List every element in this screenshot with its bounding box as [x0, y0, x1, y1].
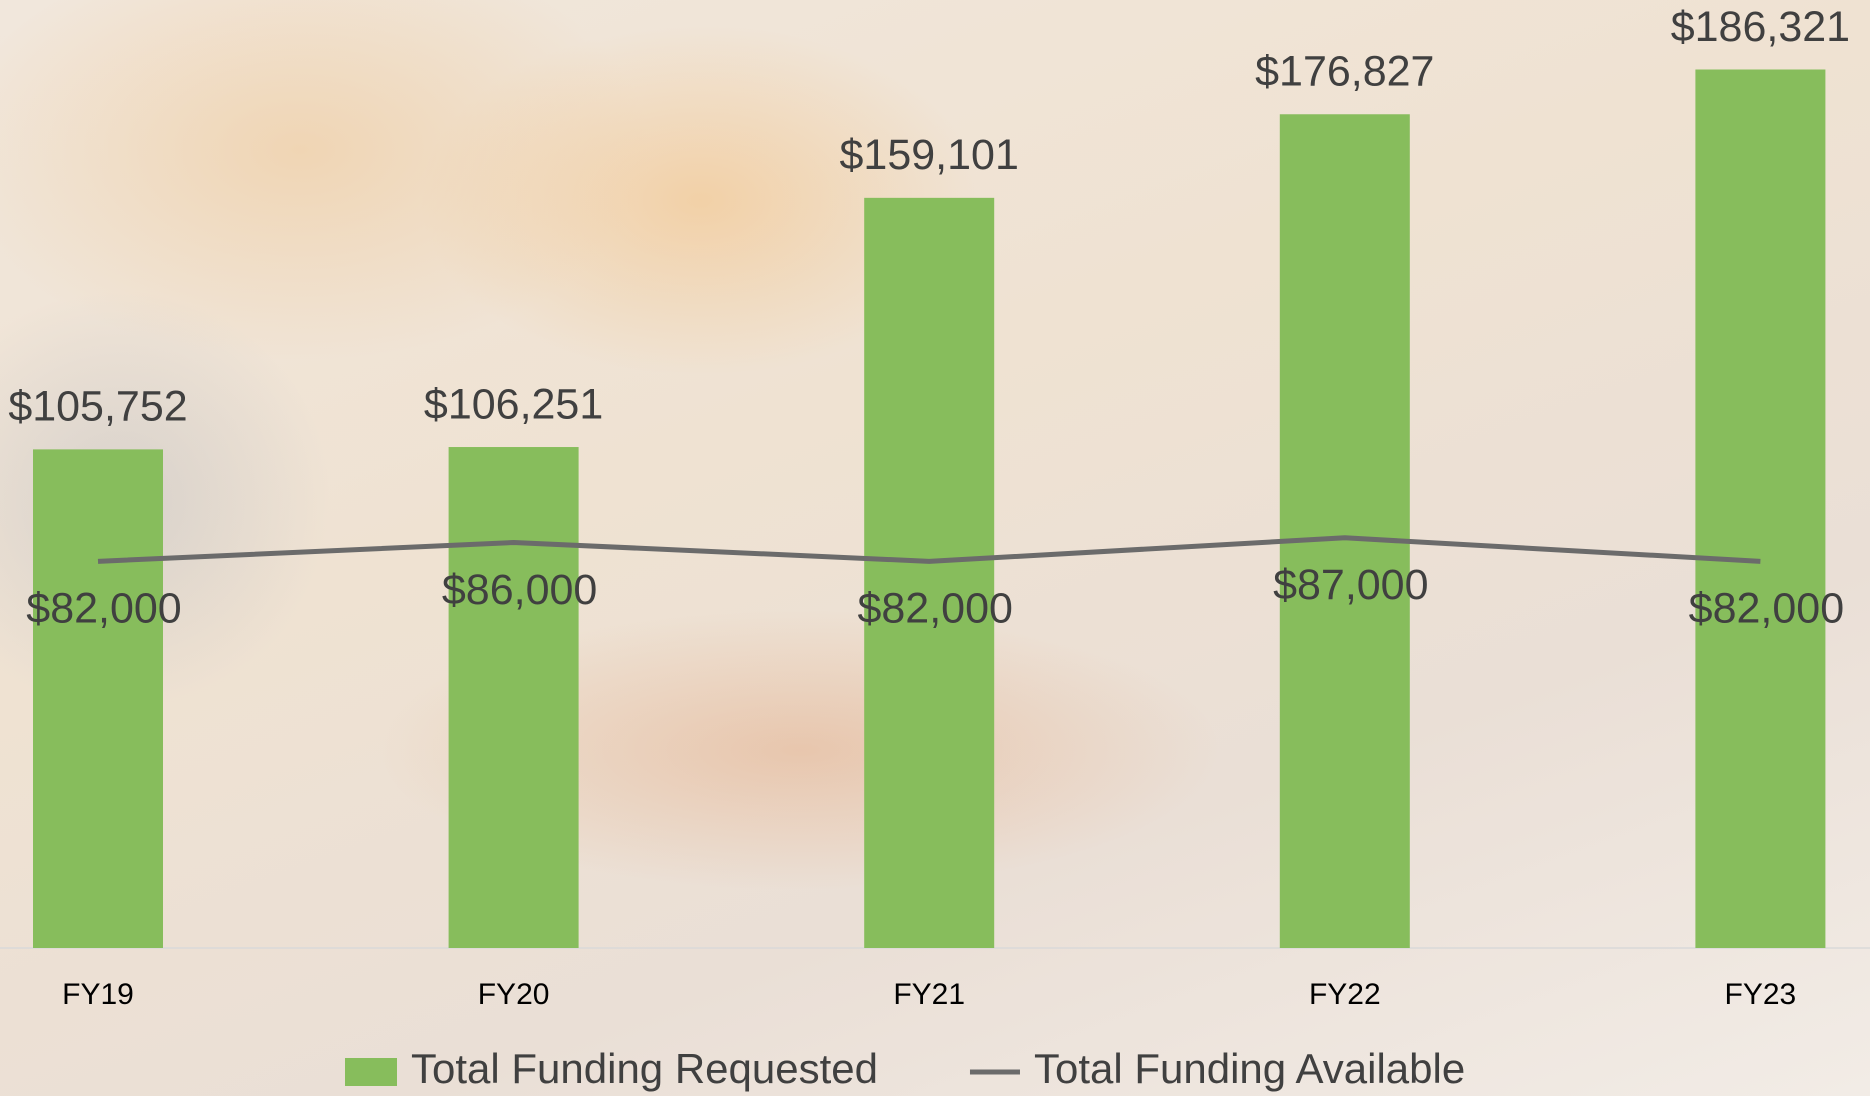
bar: [864, 197, 995, 948]
bar: [1695, 69, 1826, 949]
bar: [33, 449, 163, 948]
x-tick-label: FY22: [1309, 978, 1381, 1011]
value-label: $86,000: [442, 566, 597, 614]
legend-swatch: [345, 1058, 397, 1086]
value-label: $186,321: [1671, 3, 1850, 51]
legend-label: Total Funding Requested: [411, 1045, 878, 1092]
legend-label: Total Funding Available: [1034, 1045, 1465, 1092]
x-tick-label: FY19: [62, 978, 134, 1011]
value-label: $82,000: [857, 585, 1012, 633]
bar: [1279, 114, 1410, 949]
line: [97, 535, 1761, 564]
x-tick-label: FY20: [478, 978, 550, 1011]
value-label: $159,101: [840, 131, 1019, 179]
bar: [448, 447, 579, 948]
value-label: $106,251: [424, 380, 603, 428]
x-tick-label: FY23: [1725, 978, 1797, 1011]
value-label: $87,000: [1273, 561, 1428, 609]
value-label: $105,752: [8, 383, 187, 431]
value-label: $176,827: [1255, 48, 1434, 96]
value-label: $82,000: [1689, 585, 1844, 633]
x-tick-label: FY21: [893, 978, 965, 1011]
value-label: $82,000: [26, 585, 181, 633]
